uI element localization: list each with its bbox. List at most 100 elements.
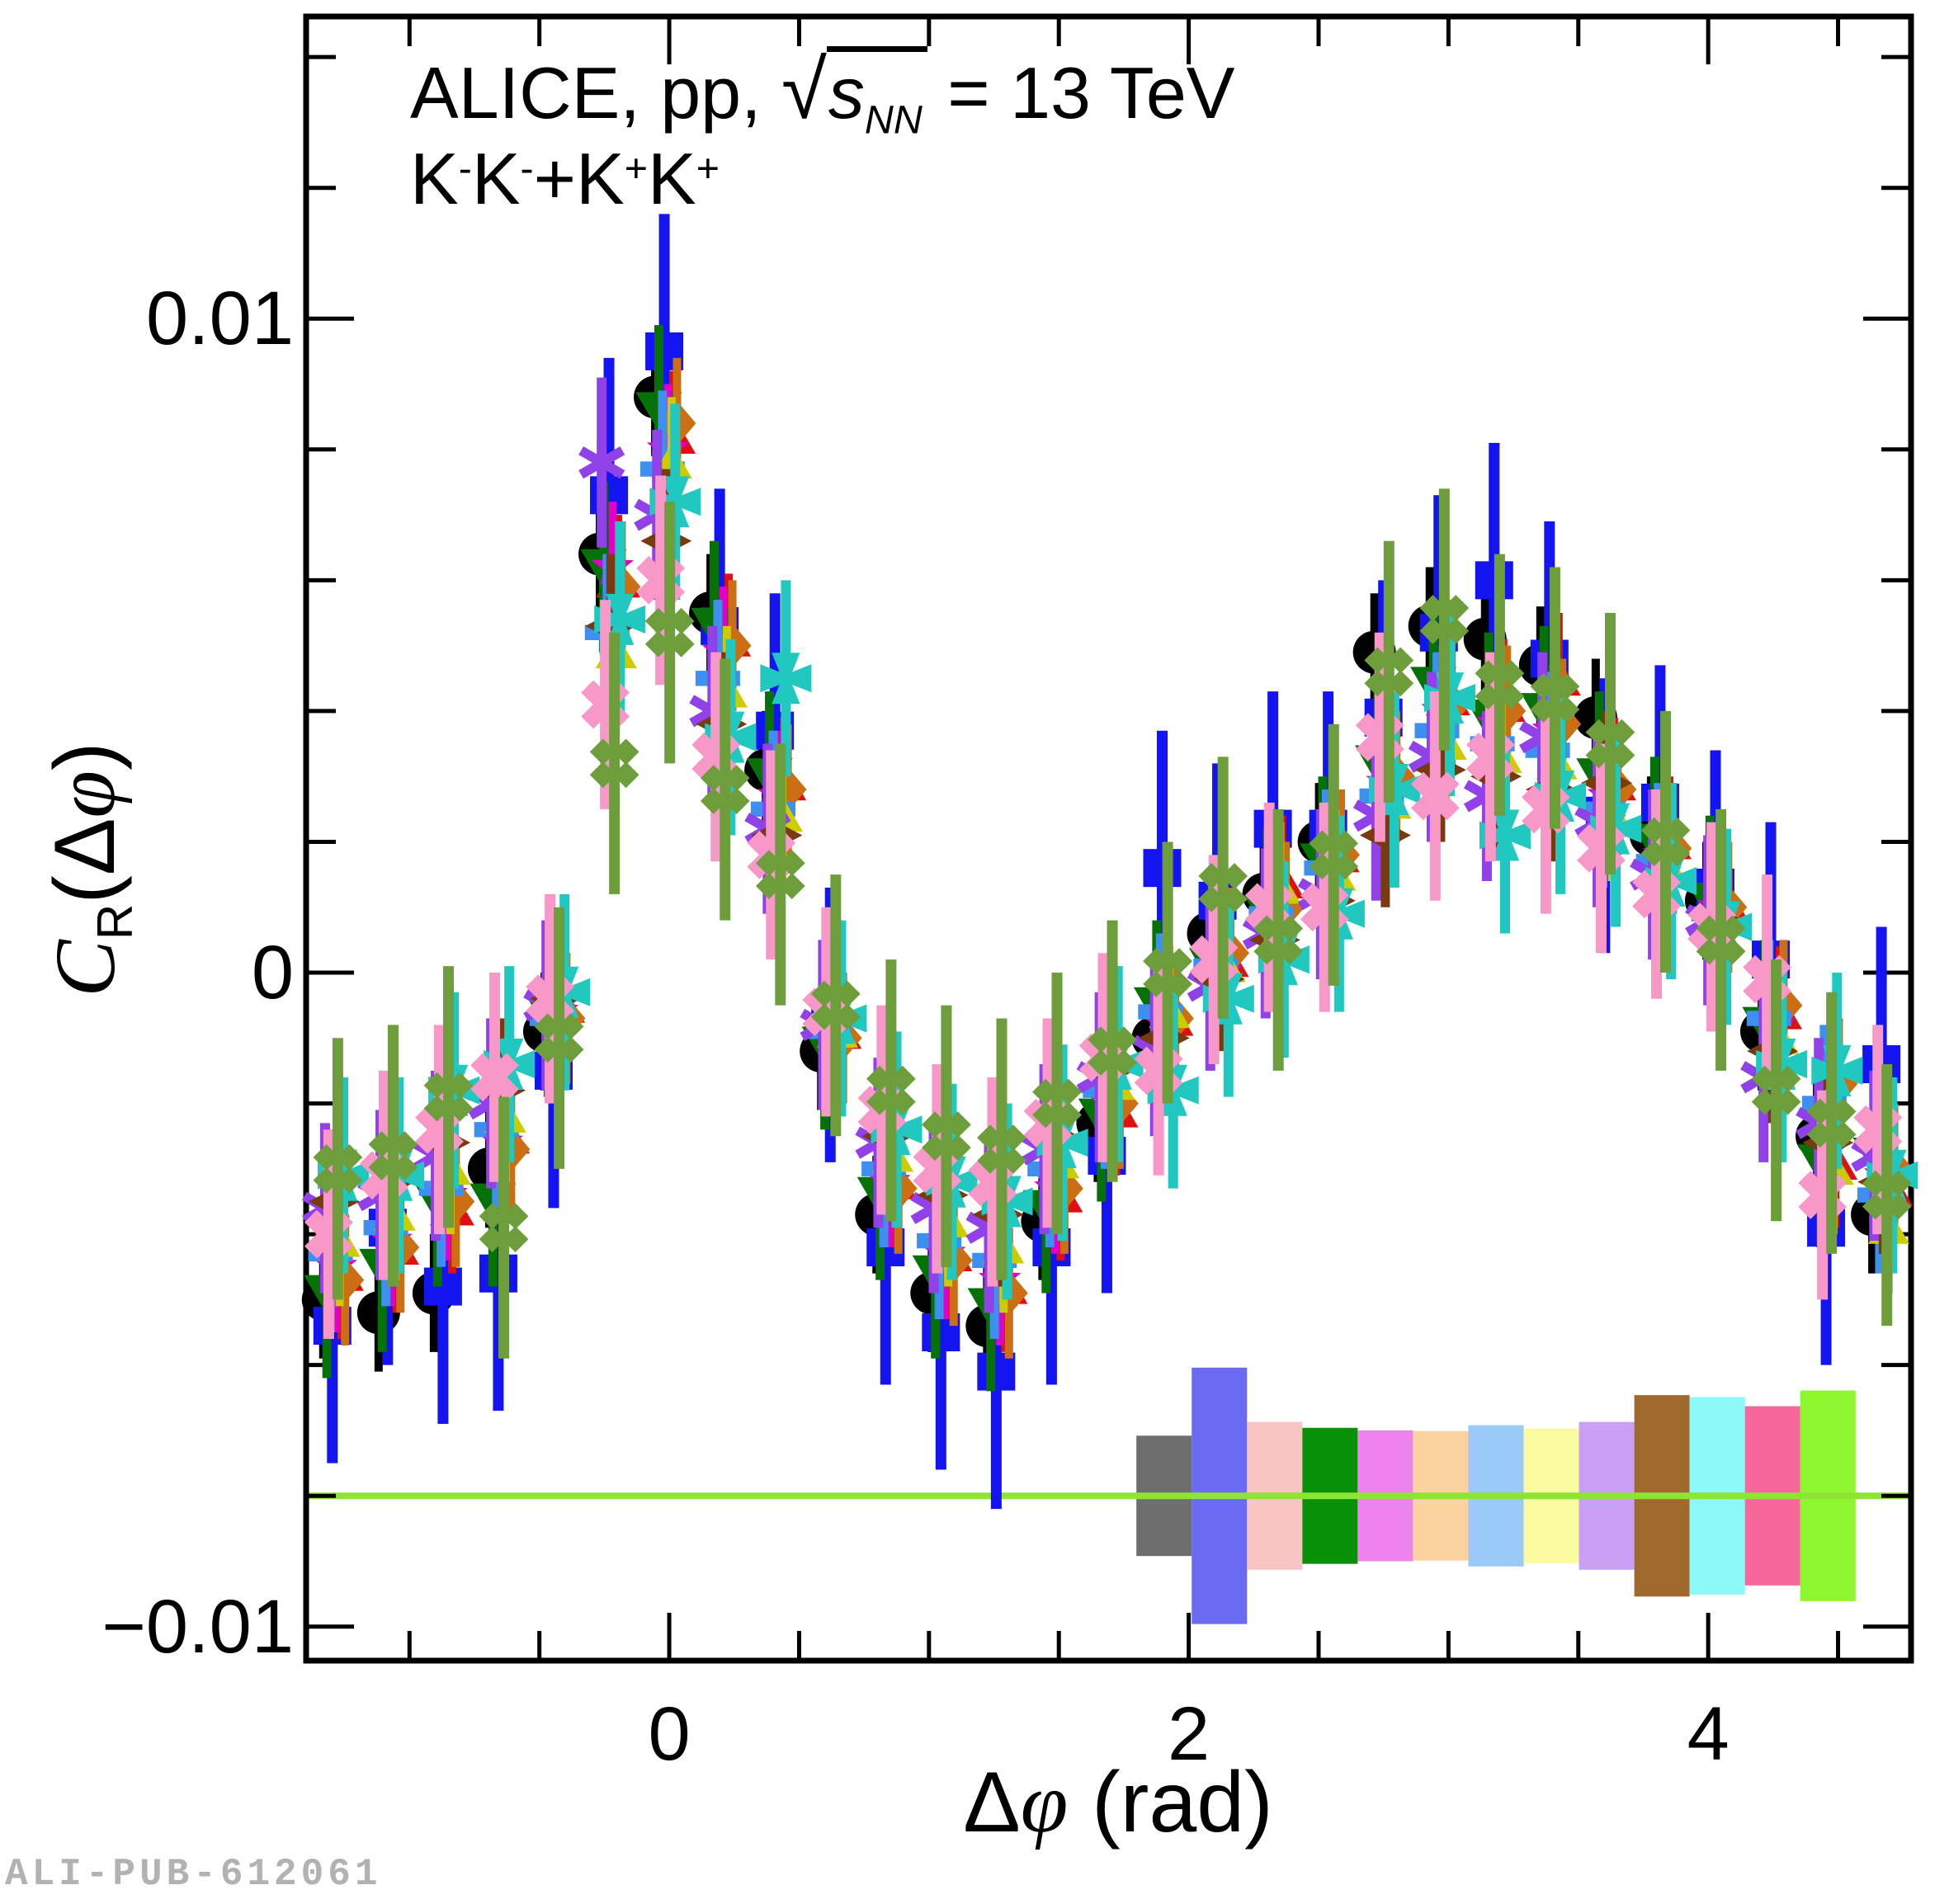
data-marker xyxy=(778,873,805,899)
data-marker xyxy=(1253,938,1281,965)
data-marker xyxy=(755,850,782,877)
data-marker xyxy=(1640,840,1668,867)
data-marker xyxy=(1696,938,1723,965)
system-label-charge: + xyxy=(696,146,720,191)
data-marker xyxy=(1719,915,1746,942)
data-marker xyxy=(1751,1065,1778,1092)
data-marker xyxy=(977,1124,1003,1152)
data-marker xyxy=(760,664,783,693)
data-marker xyxy=(479,1226,506,1253)
data-marker xyxy=(1530,673,1557,700)
data-marker xyxy=(1498,660,1525,687)
data-marker xyxy=(1452,684,1475,713)
data-marker xyxy=(589,761,616,789)
data-marker xyxy=(723,765,750,792)
data-marker xyxy=(589,738,616,766)
data-marker xyxy=(1032,1101,1059,1129)
data-marker xyxy=(778,850,805,877)
data-marker xyxy=(1774,1088,1801,1115)
data-marker xyxy=(1332,853,1359,880)
data-marker xyxy=(1663,840,1691,867)
experiment-label-prefix: ALICE, pp, xyxy=(410,52,782,134)
data-marker xyxy=(772,653,800,676)
data-marker xyxy=(1166,948,1192,974)
data-marker xyxy=(833,1003,861,1030)
data-marker xyxy=(623,605,646,634)
data-marker xyxy=(1885,1193,1912,1220)
data-marker xyxy=(1088,1026,1115,1053)
data-marker xyxy=(446,1095,474,1122)
data-marker xyxy=(423,1267,462,1306)
data-marker xyxy=(977,1352,1016,1391)
plot-frame xyxy=(303,13,1914,1664)
data-marker xyxy=(1774,1065,1801,1092)
data-marker xyxy=(955,1167,978,1196)
data-marker xyxy=(772,681,800,705)
data-marker xyxy=(811,980,838,1007)
data-marker xyxy=(534,1013,561,1040)
data-marker xyxy=(700,788,727,814)
data-marker xyxy=(1221,863,1248,889)
data-marker xyxy=(1387,670,1414,697)
data-marker xyxy=(557,1013,584,1040)
data-marker xyxy=(1751,1088,1778,1115)
data-marker xyxy=(1608,742,1635,769)
data-marker xyxy=(1640,817,1668,844)
data-marker xyxy=(668,630,695,657)
data-marker xyxy=(768,767,807,812)
data-marker xyxy=(866,1065,893,1092)
system-label-charge: + xyxy=(624,146,649,191)
data-marker xyxy=(1221,885,1248,912)
data-marker xyxy=(1332,830,1359,857)
data-marker xyxy=(1442,595,1470,621)
data-marker xyxy=(1342,899,1365,928)
data-marker xyxy=(1829,1121,1857,1148)
data-marker xyxy=(1111,1026,1137,1053)
data-marker xyxy=(1475,660,1502,687)
data-marker xyxy=(502,1203,529,1230)
data-marker xyxy=(567,978,591,1006)
data-marker xyxy=(1475,561,1513,600)
sqrt-symbol: √ xyxy=(781,44,827,136)
data-marker xyxy=(999,1148,1026,1174)
system-label-part: K xyxy=(410,138,459,219)
data-marker xyxy=(1419,617,1446,644)
data-marker xyxy=(423,1095,451,1122)
data-marker xyxy=(1663,817,1691,844)
data-marker xyxy=(922,1134,948,1162)
system-label-part: K xyxy=(576,138,625,219)
data-marker xyxy=(1198,885,1225,912)
data-marker xyxy=(1088,1049,1115,1076)
data-marker xyxy=(336,1166,363,1194)
data-marker xyxy=(944,1134,971,1162)
data-marker xyxy=(1585,719,1612,746)
data-marker xyxy=(1840,1056,1863,1085)
data-marker xyxy=(1387,647,1414,674)
system-label-part: K xyxy=(648,138,696,219)
system-label-part: K xyxy=(471,138,521,219)
data-marker xyxy=(1111,1049,1137,1076)
data-marker xyxy=(833,980,861,1007)
series-olive-clovers xyxy=(313,488,1912,1359)
data-marker xyxy=(723,788,750,814)
data-marker xyxy=(1277,915,1304,942)
data-marker xyxy=(470,1053,519,1102)
data-marker xyxy=(512,1050,536,1079)
data-marker xyxy=(495,1039,524,1062)
system-label-charge: - xyxy=(458,146,472,191)
data-marker xyxy=(1885,1170,1912,1197)
data-marker xyxy=(1143,971,1170,997)
data-marker xyxy=(1231,984,1254,1013)
y-axis-title: CR(Δφ) xyxy=(37,742,143,997)
data-marker xyxy=(446,1072,474,1099)
data-marker xyxy=(678,488,701,516)
data-marker xyxy=(811,1003,838,1030)
data-marker xyxy=(606,593,635,617)
data-marker xyxy=(479,1254,517,1293)
data-marker xyxy=(755,873,782,899)
data-marker xyxy=(1198,863,1225,889)
data-marker xyxy=(1166,971,1192,997)
data-marker xyxy=(866,1088,893,1115)
experiment-label-suffix: = 13 TeV xyxy=(927,52,1235,134)
